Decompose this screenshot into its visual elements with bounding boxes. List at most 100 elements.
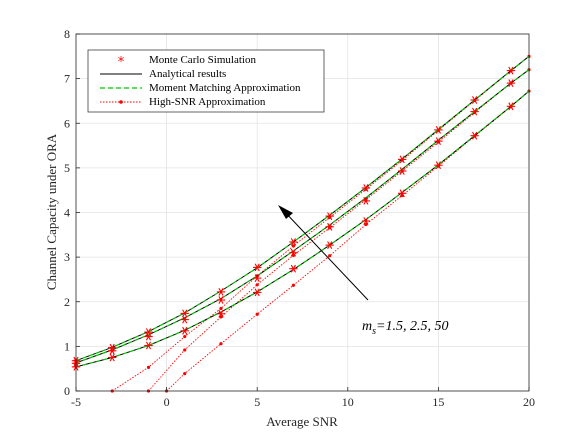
high-snr-point xyxy=(219,342,223,346)
high-snr-point xyxy=(183,334,187,339)
high-snr-point xyxy=(219,306,223,311)
monte-carlo-point xyxy=(144,341,153,350)
high-snr-point xyxy=(291,283,296,287)
monte-carlo-point xyxy=(470,96,479,104)
asterisk-stroke xyxy=(254,263,260,272)
high-snr-line-middle xyxy=(148,69,530,392)
legend-label-high-snr: High-SNR Approximation xyxy=(149,96,266,108)
monte-carlo-point xyxy=(434,161,443,170)
y-tick-label: 2 xyxy=(64,295,70,309)
monte-carlo-point xyxy=(506,102,516,111)
asterisk-stroke xyxy=(145,341,152,350)
monte-carlo-point xyxy=(144,332,153,341)
monte-carlo-point xyxy=(325,212,334,221)
asterisk-stroke xyxy=(254,288,260,297)
asterisk-stroke xyxy=(508,79,514,88)
legend-entry-monte-carlo: * Monte Carlo Simulation xyxy=(118,54,257,70)
x-tick-label: 5 xyxy=(254,395,260,409)
high-snr-point xyxy=(255,283,259,287)
monte-carlo-point xyxy=(325,222,334,231)
asterisk-stroke xyxy=(399,189,405,198)
asterisk-stroke xyxy=(472,96,478,104)
monte-carlo-point xyxy=(107,353,117,362)
legend-marker-asterisk: * xyxy=(118,55,125,70)
asterisk-stroke xyxy=(290,238,296,246)
asterisk-stroke xyxy=(327,241,333,250)
asterisk-stroke xyxy=(109,346,115,355)
y-tick-label: 1 xyxy=(64,339,70,353)
monte-carlo-point xyxy=(398,167,407,175)
annotation-subscript: s xyxy=(372,326,376,337)
asterisk-stroke xyxy=(254,274,260,283)
legend-entry-analytical: Analytical results xyxy=(100,68,226,80)
y-tick-label: 0 xyxy=(64,384,70,398)
asterisk-stroke xyxy=(399,155,405,164)
monte-carlo-point xyxy=(325,241,334,250)
asterisk-stroke xyxy=(508,102,514,111)
asterisk-stroke xyxy=(363,217,369,225)
legend: * Monte Carlo Simulation Analytical resu… xyxy=(87,49,325,113)
high-snr-point xyxy=(183,371,187,376)
x-tick-label: 0 xyxy=(164,395,170,409)
monte-carlo-point xyxy=(470,107,479,116)
asterisk-stroke xyxy=(472,107,478,116)
x-tick-label: 10 xyxy=(342,395,354,409)
asterisk-stroke xyxy=(218,287,224,296)
asterisk-stroke xyxy=(327,212,333,221)
monte-carlo-point xyxy=(289,264,298,273)
asterisk-stroke xyxy=(290,264,296,273)
asterisk-stroke xyxy=(182,309,188,318)
monte-carlo-point xyxy=(289,238,298,246)
x-tick-label: 20 xyxy=(523,395,535,409)
high-snr-point xyxy=(255,312,259,316)
asterisk-stroke xyxy=(399,167,405,175)
y-tick-label: 4 xyxy=(64,206,70,220)
y-tick-label: 5 xyxy=(64,161,70,175)
monte-carlo-point xyxy=(107,346,117,355)
monte-carlo-point xyxy=(216,296,226,304)
monte-carlo-point xyxy=(216,309,226,318)
legend-label-moment-matching: Moment Matching Approximation xyxy=(149,82,301,94)
asterisk-stroke xyxy=(218,309,224,318)
high-snr-point xyxy=(183,348,187,352)
annotation-text: ms=1.5, 2.5, 50 xyxy=(362,319,448,337)
monte-carlo-point xyxy=(253,263,262,272)
moment-matching-line-upper xyxy=(75,55,530,362)
annotation-arrow-line xyxy=(282,209,369,301)
asterisk-stroke xyxy=(435,125,441,134)
asterisk-stroke xyxy=(182,315,188,324)
asterisk-stroke xyxy=(327,222,333,231)
x-axis-label: Average SNR xyxy=(266,414,338,429)
high-snr-point xyxy=(364,222,368,227)
y-tick-label: 8 xyxy=(64,27,70,41)
monte-carlo-point xyxy=(216,287,226,296)
y-tick-label: 3 xyxy=(64,250,70,264)
monte-carlo-point xyxy=(180,315,189,324)
asterisk-stroke xyxy=(435,137,441,146)
asterisk-stroke xyxy=(109,343,115,352)
asterisk-stroke xyxy=(508,66,514,75)
asterisk-stroke xyxy=(218,296,224,304)
monte-carlo-point xyxy=(506,66,516,75)
asterisk-stroke xyxy=(472,131,478,140)
y-axis-label: Channel Capacity under ORA xyxy=(44,133,59,290)
monte-carlo-point xyxy=(470,131,479,140)
legend-label-monte-carlo: Monte Carlo Simulation xyxy=(149,54,256,66)
annotation-m: m xyxy=(362,319,372,334)
annotation-arrowhead xyxy=(278,205,293,219)
y-tick-label: 7 xyxy=(64,72,70,86)
monte-carlo-point xyxy=(398,155,407,164)
monte-carlo-point xyxy=(253,274,262,283)
monte-carlo-point xyxy=(361,184,371,192)
high-snr-point xyxy=(291,244,296,248)
moment-matching-line-middle xyxy=(75,69,530,364)
monte-carlo-point xyxy=(506,79,516,88)
annotation: ms=1.5, 2.5, 50 xyxy=(278,205,448,337)
asterisk-stroke xyxy=(363,184,369,192)
monte-carlo-point xyxy=(289,248,298,257)
x-tick-label: 15 xyxy=(432,395,444,409)
legend-entry-moment-matching: Moment Matching Approximation xyxy=(100,82,301,94)
monte-carlo-point xyxy=(253,288,262,297)
monte-carlo-point xyxy=(434,137,443,146)
